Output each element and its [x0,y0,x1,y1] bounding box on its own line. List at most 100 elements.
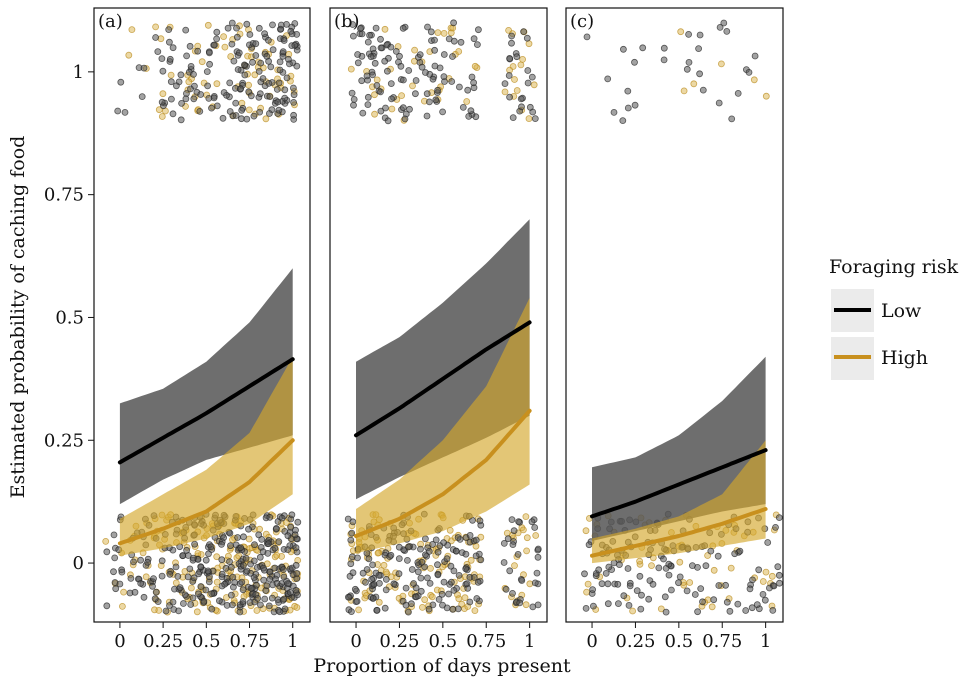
data-point [184,573,192,581]
data-point [427,28,435,36]
x-tick-label: 0.75 [229,631,269,652]
data-point [455,572,463,579]
data-point [243,115,251,123]
data-point [426,580,434,587]
data-point [172,82,180,90]
data-point [245,525,252,533]
data-point [234,66,242,73]
data-point [424,23,431,31]
data-point [662,608,670,616]
data-point [470,35,478,43]
data-point [287,27,295,35]
data-point [602,570,610,577]
data-point [702,562,710,570]
data-point [182,95,190,103]
data-point [281,605,289,613]
data-point [631,101,639,109]
data-point [264,550,272,557]
data-point [620,592,628,600]
confidence-band-high [119,356,293,556]
data-point [239,598,247,605]
x-tick-label: 0 [586,631,597,652]
data-point [236,608,244,616]
data-point [377,44,385,52]
data-point [431,46,439,54]
data-point [177,71,185,79]
data-point [689,562,696,569]
data-point [172,579,180,587]
data-point [249,58,256,66]
data-point [116,580,124,588]
data-point [508,516,516,523]
data-point [155,607,163,614]
data-point [515,518,522,525]
y-tick-label: 0.25 [44,430,84,451]
data-point [665,571,673,579]
data-point [582,605,590,612]
data-point [266,513,274,521]
data-point [280,595,288,603]
data-point [219,114,227,122]
data-point [384,117,392,125]
data-point [167,78,175,86]
data-point [619,117,627,124]
data-point [276,66,284,74]
data-point [159,67,167,75]
data-point [708,603,716,611]
data-point [179,552,187,559]
legend-label-high: High [881,347,928,369]
data-point [677,28,685,36]
data-point [169,110,177,118]
data-point [374,549,382,557]
data-point [382,104,389,112]
x-tick-label: 0.75 [702,631,742,652]
data-point [434,29,442,36]
data-point [466,598,474,606]
data-point [194,590,202,598]
data-point [266,575,274,583]
data-point [731,550,739,558]
data-point [434,548,442,556]
data-point [213,35,221,43]
data-point [371,59,379,67]
data-point [197,91,205,98]
data-point [260,576,268,584]
data-point [402,584,410,592]
data-point [256,553,264,561]
data-point [223,602,231,609]
data-point [286,589,294,596]
data-point [347,536,355,544]
data-point [111,554,119,562]
data-point [174,573,182,580]
data-point [523,547,530,555]
data-point [470,79,478,87]
data-point [353,598,361,605]
data-point [183,546,191,554]
x-tick-label: 0.5 [429,631,458,652]
data-point [520,28,527,36]
data-point [118,568,126,576]
data-point [680,87,688,95]
data-point [408,566,416,573]
data-point [281,86,289,94]
data-point [745,69,753,76]
data-point [502,585,510,593]
data-point [150,575,157,582]
data-point [423,112,431,120]
data-point [509,114,517,121]
data-point [149,582,156,590]
data-point [261,595,269,603]
data-point [443,555,451,563]
data-point [723,27,731,35]
data-point [412,593,420,601]
data-point [289,84,297,92]
data-point [240,562,247,569]
data-point [172,563,180,571]
data-point [284,546,292,553]
data-point [138,93,146,100]
data-point [450,567,458,575]
data-point [290,99,298,106]
data-point [268,594,276,602]
data-point [292,544,300,552]
data-point [194,47,202,55]
